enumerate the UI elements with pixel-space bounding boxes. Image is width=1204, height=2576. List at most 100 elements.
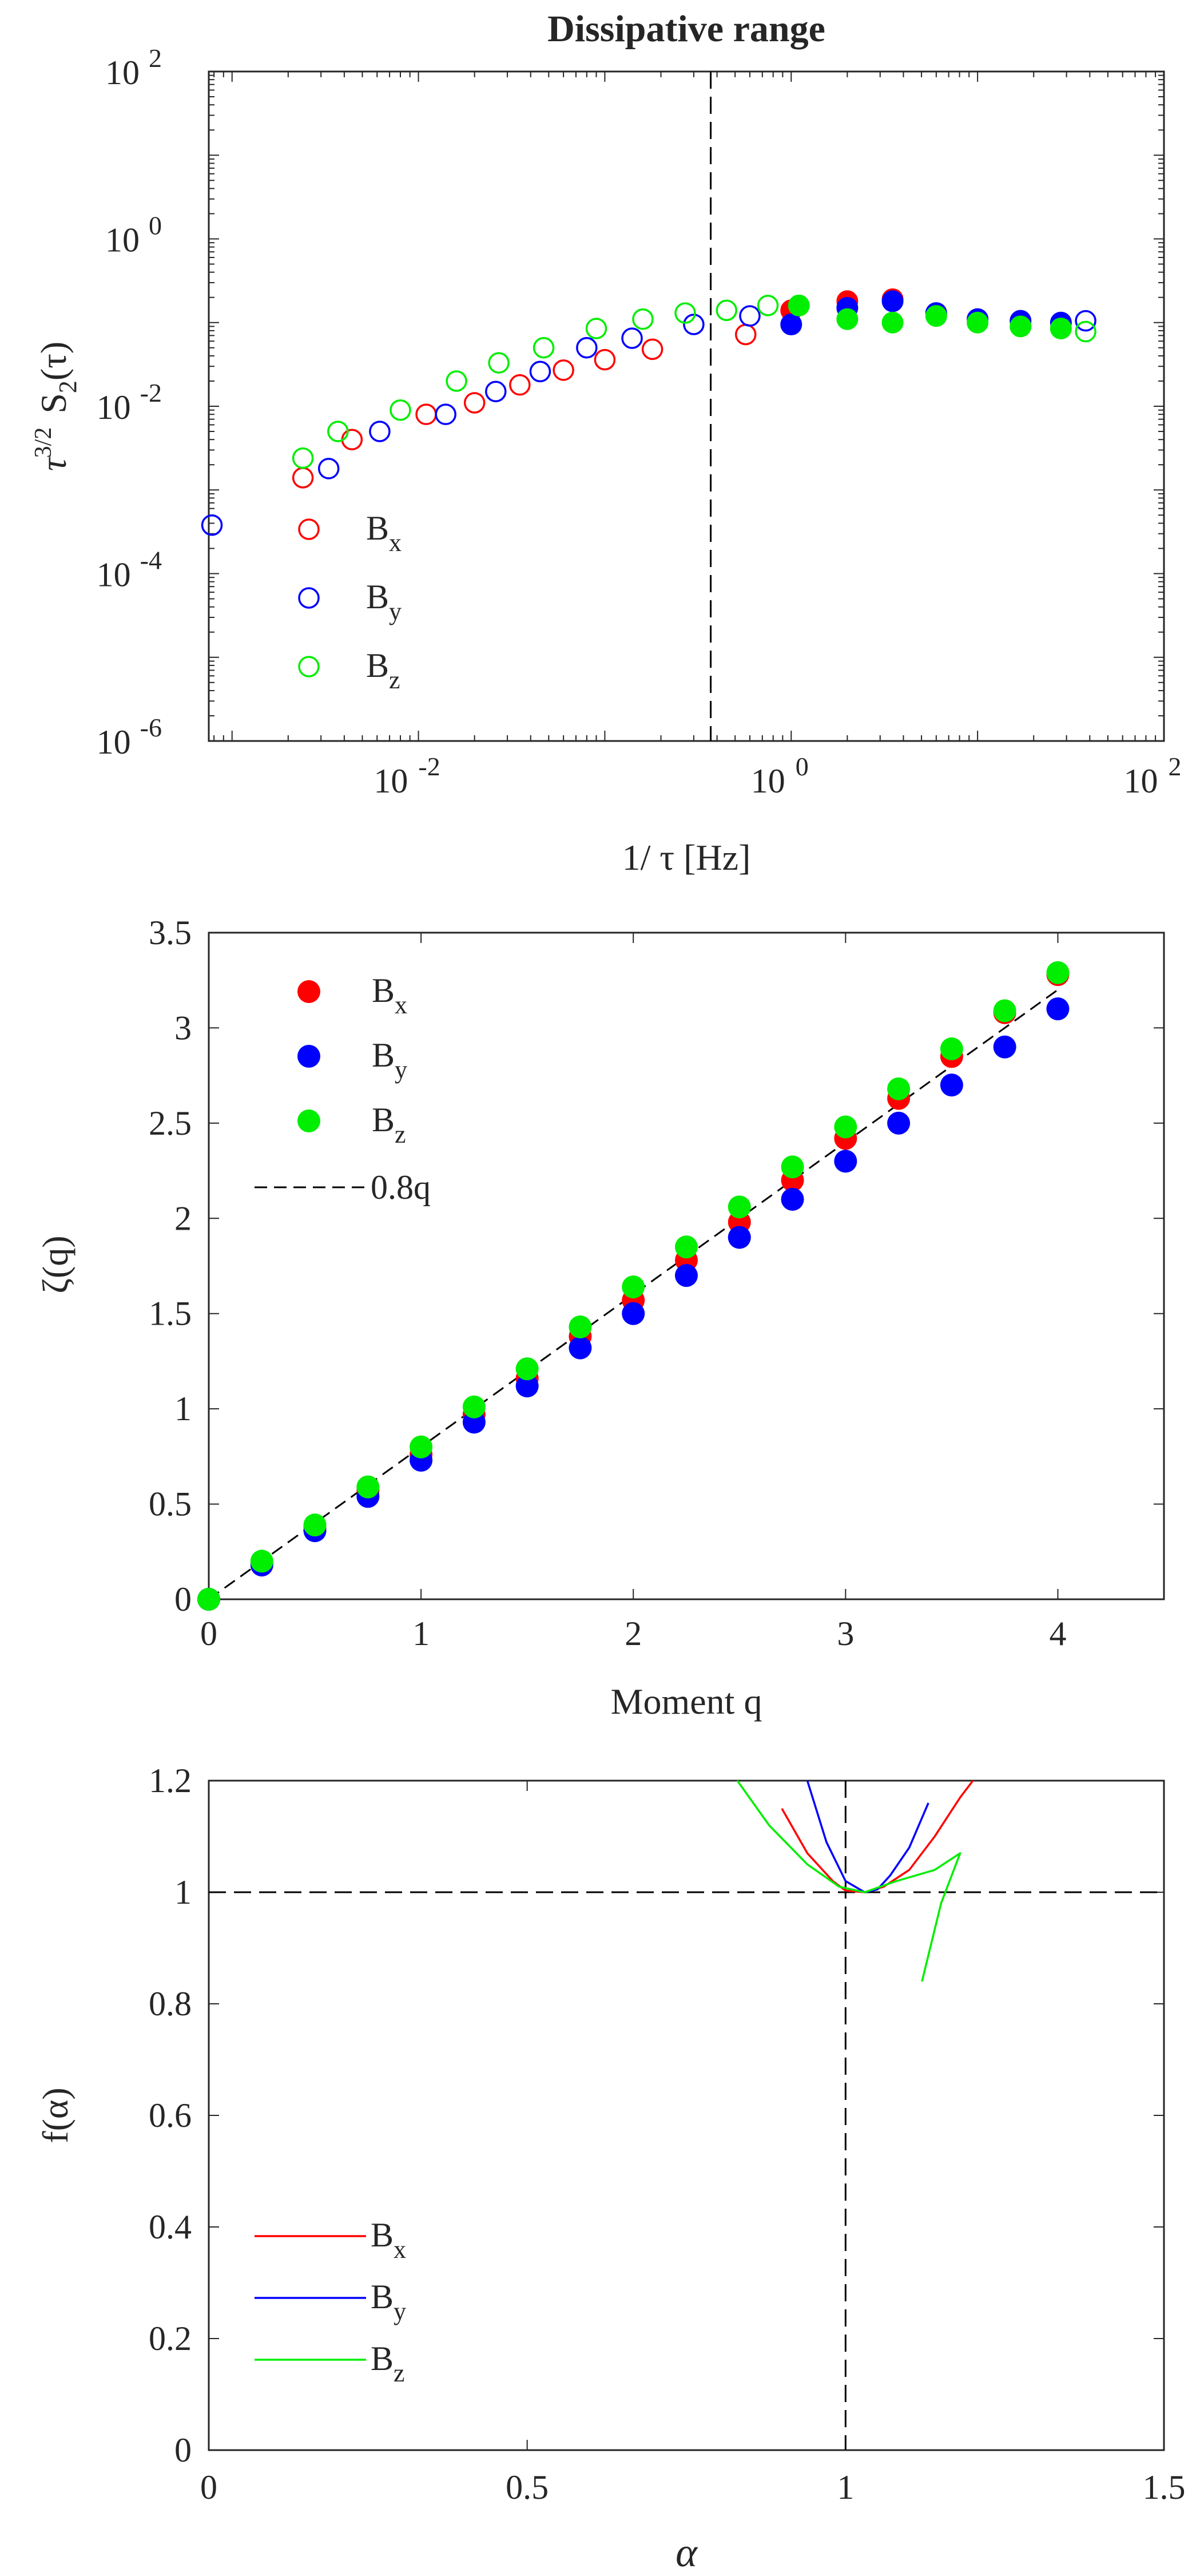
data-point (881, 290, 904, 312)
series-line-Bz (736, 1780, 961, 1982)
data-point (515, 1357, 539, 1381)
data-point (585, 318, 607, 339)
data-point (683, 314, 705, 335)
data-point (292, 447, 314, 469)
y-tick-label: 1 (174, 1873, 192, 1911)
x-tick-label: 0 (200, 2468, 217, 2506)
data-point (488, 352, 510, 374)
legend-marker (297, 1109, 320, 1132)
y-tick-label: 1.5 (149, 1295, 192, 1333)
legend-marker (298, 518, 320, 540)
tick-exponent: 0 (796, 752, 809, 781)
data-point (410, 1435, 433, 1459)
x-tick-label: 1 (837, 2468, 854, 2506)
x-axis-label: 1/ τ [Hz] (622, 837, 751, 878)
x-tick-label: 0.5 (506, 2468, 549, 2506)
data-point (887, 1111, 911, 1135)
panel-dissipative-range: Dissipative range 10 -2 10 0 10 2 10 -6 10 -4 10 -2… (30, 8, 1182, 878)
data-point (788, 294, 810, 316)
tick-exponent: -2 (140, 378, 162, 407)
data-point (1075, 310, 1096, 332)
tick-base: 10 (751, 762, 785, 800)
data-point (390, 399, 411, 421)
tick-base: 10 (97, 723, 131, 761)
data-point (197, 1588, 220, 1611)
x-tick-label: 1.5 (1143, 2468, 1186, 2506)
x-tick-label: 3 (837, 1615, 854, 1652)
data-point (250, 1549, 273, 1573)
y-tick-label: 3.5 (149, 914, 192, 952)
data-point (781, 1155, 804, 1179)
data-point (569, 1315, 592, 1339)
y-tick-label: 0.6 (149, 2097, 192, 2134)
legend-subscript: y (394, 2297, 406, 2325)
data-point (925, 305, 947, 327)
y-tick-label: 2.5 (149, 1104, 192, 1142)
x-tick-label: 2 (625, 1615, 642, 1652)
legend-name: B (366, 578, 389, 616)
x-tick-label: 10 0 (751, 752, 809, 800)
legend-subscript: y (389, 597, 402, 625)
data-point (515, 1374, 539, 1398)
data-point (446, 370, 467, 392)
y-tick-label: 1 (174, 1390, 192, 1428)
legend-label: Bz (366, 647, 400, 694)
legend-name: B (371, 2216, 394, 2254)
legend-label: By (372, 1036, 407, 1084)
data-point (728, 1195, 751, 1219)
legend-subscript: x (394, 2236, 406, 2264)
x-axis-label: Moment q (611, 1681, 762, 1722)
y-tick-label: 3 (174, 1009, 192, 1047)
tick-exponent: 0 (149, 211, 162, 240)
legend-label: By (366, 578, 402, 625)
plot-area (208, 932, 1165, 1600)
data-point (533, 337, 555, 359)
legend-name: B (372, 1036, 395, 1074)
x-tick-label: 10 2 (1124, 752, 1182, 800)
data-point (1046, 961, 1070, 984)
y-tick-label: 0.8 (149, 1985, 192, 2023)
data-point (1010, 315, 1032, 338)
tick-base: 10 (97, 556, 131, 594)
legend: Bx By Bz (298, 509, 402, 694)
data-point (781, 1188, 804, 1211)
y-axis-label: ζ(q) (35, 1235, 76, 1293)
data-point (739, 305, 761, 327)
legend-marker (298, 587, 320, 609)
series-Bz (197, 961, 1070, 1611)
data-point (303, 1513, 327, 1537)
legend-label: Bx (366, 509, 402, 557)
data-point (1075, 320, 1096, 343)
data-point (1046, 997, 1070, 1021)
tick-base: 10 (1124, 762, 1158, 800)
legend-subscript: z (395, 1120, 406, 1148)
data-point (369, 421, 391, 442)
data-point (940, 1073, 963, 1097)
tick-exponent: 2 (1169, 752, 1182, 781)
y-tick-label: 1.2 (149, 1762, 192, 1800)
data-point (485, 381, 507, 402)
legend-marker (298, 656, 320, 677)
y-tick-label: 0.2 (149, 2320, 192, 2357)
legend-subscript: x (389, 529, 402, 557)
legend-name: B (371, 2340, 394, 2377)
legend-label: Bz (371, 2340, 405, 2387)
data-point (757, 295, 779, 316)
data-point (553, 359, 574, 381)
tick-exponent: -6 (140, 713, 162, 742)
data-point (594, 348, 616, 371)
data-point (462, 1395, 486, 1418)
y-tick-label: 10 0 (105, 211, 162, 259)
data-point (993, 1035, 1016, 1059)
data-point (529, 360, 551, 383)
y-tick-label: 0 (174, 1580, 192, 1618)
data-point (621, 327, 643, 349)
data-point (728, 1226, 751, 1249)
data-point (836, 308, 859, 330)
x-tick-label: 0 (200, 1615, 217, 1652)
tick-exponent: 2 (149, 43, 162, 73)
x-tick-label: 1 (412, 1615, 430, 1652)
data-point (780, 314, 802, 336)
